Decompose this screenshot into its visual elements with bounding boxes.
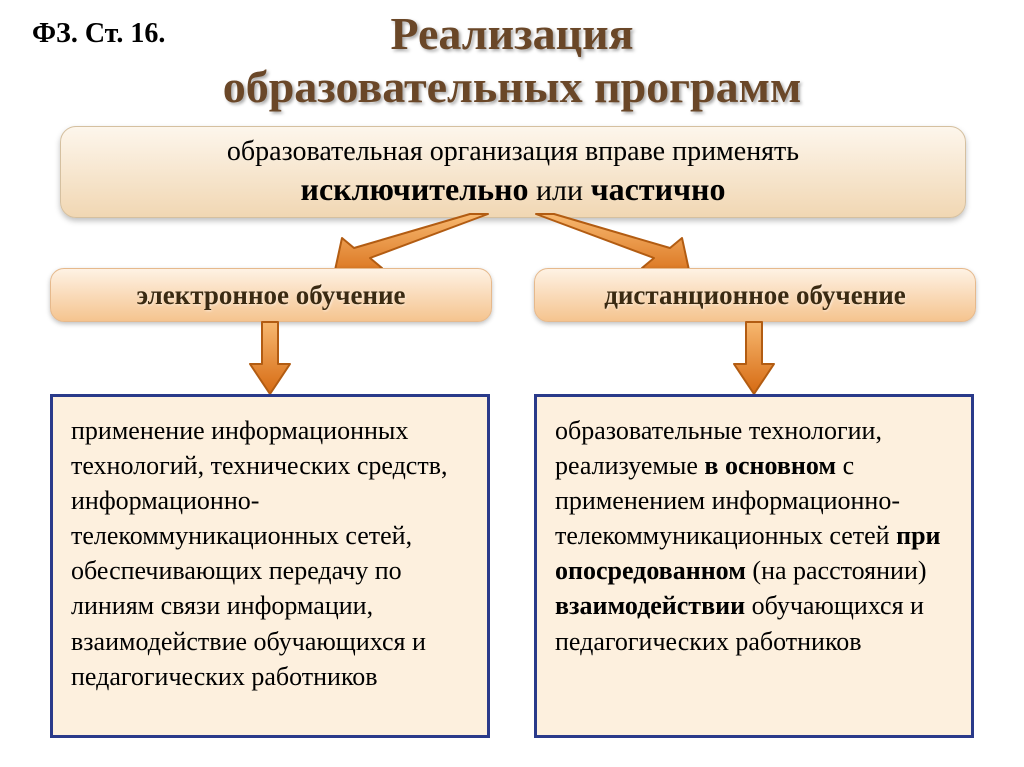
page-title: Реализация образовательных программ: [0, 8, 1024, 114]
arrow-right-down-icon: [729, 320, 779, 396]
content-panel-distance: образовательные технологии, реализуемые …: [534, 394, 974, 738]
sub-panel-distance-label: дистанционное обучение: [604, 280, 906, 311]
top-panel: образовательная организация вправе приме…: [60, 126, 966, 218]
sub-panel-electronic: электронное обучение: [50, 268, 492, 322]
arrow-left-down-icon: [245, 320, 295, 396]
top-line2-pre: исключительно: [301, 171, 529, 207]
title-line-1: Реализация: [390, 8, 633, 59]
content-panel-electronic: применение информационных технологий, те…: [50, 394, 490, 738]
title-line-2: образовательных программ: [223, 61, 802, 112]
sub-panel-distance: дистанционное обучение: [534, 268, 976, 322]
top-line2-mid: или: [529, 174, 591, 207]
top-line2-post: частично: [591, 171, 726, 207]
top-panel-line-1: образовательная организация вправе приме…: [227, 134, 799, 169]
sub-panel-electronic-label: электронное обучение: [136, 280, 405, 311]
top-panel-line-2: исключительно или частично: [301, 169, 726, 210]
